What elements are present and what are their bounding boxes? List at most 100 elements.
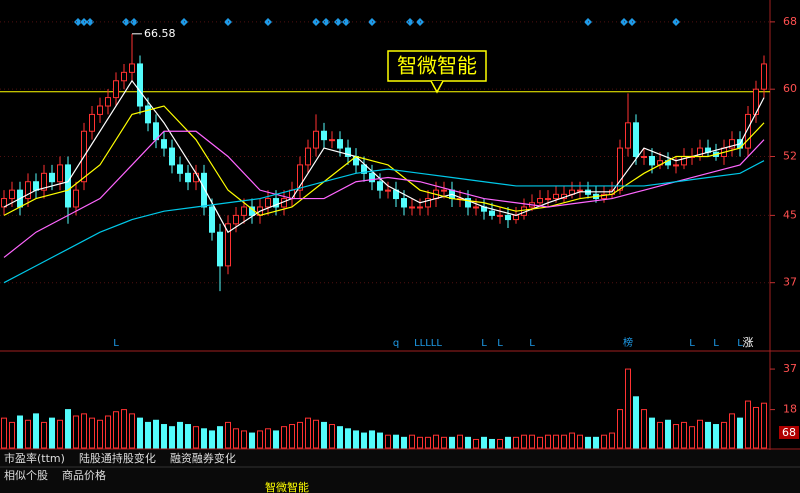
candle-body <box>617 147 623 191</box>
volume-bar <box>361 432 367 449</box>
candle-body <box>337 139 343 149</box>
tab[interactable]: 相似个股 <box>4 469 48 482</box>
event-marker: q <box>393 338 399 349</box>
volume-bar <box>257 430 263 449</box>
volume-bar <box>145 421 151 449</box>
volume-bar <box>273 430 279 449</box>
volume-bar <box>505 436 511 449</box>
signal-icon <box>406 18 414 26</box>
volume-bar <box>417 436 423 449</box>
volume-bar <box>665 419 671 449</box>
candle-body <box>273 198 279 208</box>
candle-body <box>321 130 327 141</box>
volume-bar <box>465 436 471 449</box>
candle-body <box>425 198 431 208</box>
volume-bar <box>217 426 223 449</box>
candle-body <box>313 130 319 149</box>
volume-bar <box>697 419 703 449</box>
volume-bar <box>561 434 567 449</box>
event-marker: L <box>529 338 535 349</box>
volume-bar <box>113 411 119 449</box>
volume-bar <box>377 432 383 449</box>
candle-body <box>745 113 751 149</box>
candle-body <box>329 139 335 142</box>
candle-body <box>169 147 175 166</box>
candle-body <box>729 139 735 149</box>
candle-body <box>129 63 135 73</box>
signal-icon <box>86 18 94 26</box>
candle-body <box>41 172 47 191</box>
tab[interactable]: 市盈率(ttm) <box>4 451 65 465</box>
candle-body <box>545 198 551 201</box>
volume-bar <box>121 409 127 449</box>
candle-body <box>361 164 367 174</box>
candle-body <box>161 139 167 149</box>
badge <box>779 426 799 439</box>
volume-bar <box>633 396 639 449</box>
volume-bar <box>657 421 663 449</box>
candle-body <box>265 198 271 208</box>
volume-bar <box>49 417 55 449</box>
event-marker: LLLLL <box>414 338 442 349</box>
volume-bar <box>9 421 15 449</box>
candle-body <box>641 155 647 158</box>
tab[interactable]: 融资融券变化 <box>170 451 236 465</box>
signal-icon <box>122 18 130 26</box>
volume-bar <box>609 432 615 449</box>
volume-bar <box>401 436 407 449</box>
event-marker: 榜 <box>623 336 633 349</box>
tab[interactable]: 商品价格 <box>62 468 106 482</box>
volume-bar <box>289 424 295 449</box>
candle-body <box>505 214 511 221</box>
candle-body <box>401 198 407 208</box>
ma-line <box>3 79 765 234</box>
signal-icons <box>74 18 680 26</box>
candle-body <box>105 97 111 107</box>
candle-body <box>553 193 559 200</box>
volume-bar <box>449 436 455 449</box>
volume-bar <box>585 436 591 449</box>
volume-bar <box>129 413 135 449</box>
tab[interactable]: 陆股通持股变化 <box>79 451 156 465</box>
volume-bar <box>33 413 39 449</box>
volume-bar <box>457 434 463 449</box>
volume-bar <box>617 409 623 449</box>
volume-bar <box>65 409 71 449</box>
candle-body <box>625 122 631 149</box>
candle-body <box>441 189 447 192</box>
candle-body <box>225 223 231 267</box>
candle-body <box>209 206 215 233</box>
candle-body <box>417 206 423 209</box>
volume-bar <box>89 417 95 449</box>
tab-bar <box>0 450 800 493</box>
candle-body <box>177 164 183 174</box>
volume-bar <box>161 424 167 449</box>
callout: 智微智能 <box>387 50 487 94</box>
y-tick-label: 45 <box>783 208 797 221</box>
volume-bar <box>281 426 287 449</box>
candle-body <box>473 206 479 209</box>
candle-body <box>49 172 55 183</box>
candle-body <box>297 164 303 191</box>
candle-body <box>489 210 495 216</box>
volume-bar <box>201 428 207 449</box>
volume-bar <box>137 417 143 449</box>
volume-bar <box>25 419 31 449</box>
max-label: 66.58 <box>144 27 176 40</box>
volume-bar <box>105 415 111 449</box>
candle-body <box>305 147 311 166</box>
volume-bar <box>689 426 695 449</box>
candle-body <box>633 122 639 157</box>
candle-body <box>185 172 191 183</box>
event-marker: L <box>481 338 487 349</box>
y-tick-label: 52 <box>783 149 797 162</box>
volume-bar <box>745 400 751 449</box>
candle-body <box>241 206 247 216</box>
volume-bar <box>425 436 431 449</box>
event-marker: L <box>497 338 503 349</box>
volume-bar <box>57 419 63 449</box>
ma-line <box>3 160 765 284</box>
volume-bar <box>153 419 159 449</box>
